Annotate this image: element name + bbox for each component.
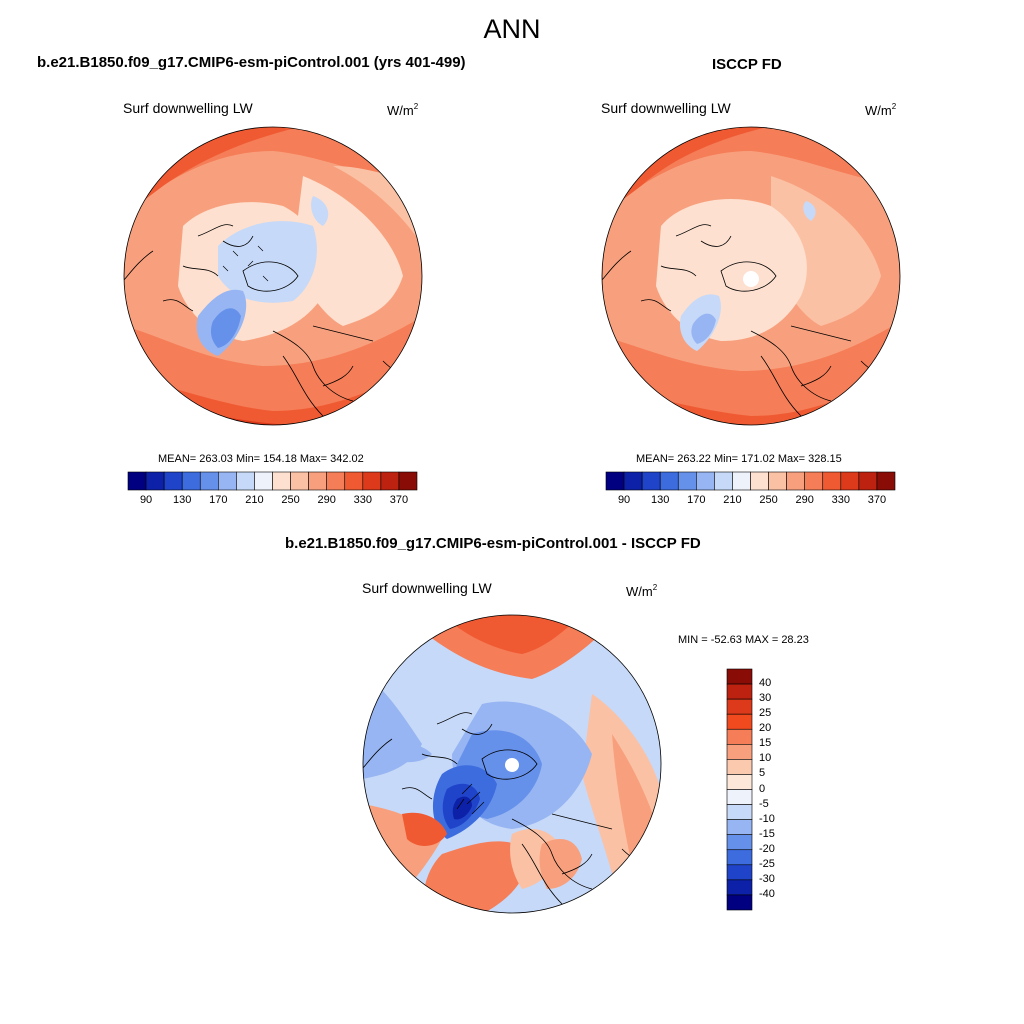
obs-colorbar [605,471,896,491]
colorbar-tick-label: 30 [759,692,772,705]
colorbar-tick-label: 15 [759,737,772,750]
colorbar-box [344,471,364,491]
colorbar-box [768,471,787,491]
colorbar-box [726,668,753,685]
colorbar-box [726,789,753,805]
colorbar-tick-label: 250 [759,494,778,506]
diff-variable-label: Surf downwelling LW [362,580,492,596]
colorbar-box [163,471,183,491]
model-case-title: b.e21.B1850.f09_g17.CMIP6-esm-piControl.… [37,54,466,71]
colorbar-box [726,713,753,730]
model-stats: MEAN= 263.03 Min= 154.18 Max= 342.02 [158,453,364,465]
colorbar-box [750,471,769,491]
colorbar-box [199,471,219,491]
colorbar-box [659,471,679,491]
colorbar-box [726,744,753,760]
colorbar-tick-label: 90 [139,494,153,506]
colorbar-box [236,471,255,491]
obs-polar-map [601,126,901,426]
colorbar-tick-label: -10 [759,812,775,825]
colorbar-box [127,471,147,491]
diff-stats: MIN = -52.63 MAX = 28.23 [678,634,809,646]
colorbar-box [822,471,842,491]
obs-case-title: ISCCP FD [712,56,782,73]
colorbar-tick-label: 20 [759,722,772,735]
diff-colorbar [726,668,753,911]
colorbar-tick-label: -15 [759,827,775,840]
colorbar-tick-label: -20 [759,842,775,855]
colorbar-tick-label: 90 [617,494,631,506]
colorbar-box [786,471,805,491]
colorbar-box [876,471,896,491]
colorbar-box [605,471,625,491]
colorbar-tick-label: 170 [209,494,228,506]
colorbar-tick-label: 370 [867,494,887,506]
colorbar-tick-label: 40 [759,677,772,690]
colorbar-box [726,849,753,866]
colorbar-tick-label: 5 [759,767,766,780]
colorbar-box [726,819,753,835]
colorbar-box [290,471,309,491]
colorbar-box [840,471,860,491]
obs-variable-label: Surf downwelling LW [601,100,731,116]
colorbar-box [726,759,753,775]
diff-polar-map [362,614,662,914]
model-units-label: W/m2 [387,102,419,118]
colorbar-box [804,471,824,491]
colorbar-box [726,683,753,700]
colorbar-box [272,471,291,491]
colorbar-box [858,471,878,491]
colorbar-tick-label: -25 [759,857,775,870]
colorbar-tick-label: 250 [281,494,300,506]
colorbar-box [726,774,753,790]
colorbar-tick-label: 210 [723,494,742,506]
colorbar-tick-label: 25 [759,707,772,720]
colorbar-box [398,471,418,491]
colorbar-tick-label: -5 [759,797,769,810]
colorbar-box [623,471,643,491]
colorbar-box [677,471,697,491]
colorbar-box [181,471,201,491]
colorbar-box [218,471,237,491]
colorbar-tick-label: 370 [389,494,409,506]
colorbar-box [696,471,715,491]
colorbar-tick-label: -30 [759,872,775,885]
colorbar-tick-label: 330 [353,494,372,506]
model-polar-map [123,126,423,426]
colorbar-box [641,471,661,491]
colorbar-box [308,471,327,491]
colorbar-box [726,879,753,896]
colorbar-tick-label: 0 [759,782,766,795]
colorbar-tick-label: 210 [245,494,264,506]
figure-title: ANN [483,14,541,44]
colorbar-box [714,471,733,491]
colorbar-box [726,698,753,715]
colorbar-tick-label: 10 [759,752,772,765]
colorbar-box [726,864,753,881]
colorbar-box [326,471,346,491]
diff-case-title: b.e21.B1850.f09_g17.CMIP6-esm-piControl.… [285,535,701,552]
colorbar-box [726,834,753,851]
diff-units-label: W/m2 [626,583,658,599]
colorbar-tick-label: -40 [759,887,775,900]
colorbar-box [145,471,165,491]
colorbar-tick-label: 330 [831,494,850,506]
model-colorbar [127,471,418,491]
colorbar-tick-label: 290 [317,494,336,506]
colorbar-tick-label: 290 [795,494,814,506]
colorbar-box [726,804,753,820]
colorbar-box [254,471,273,491]
colorbar-box [726,894,753,911]
colorbar-tick-label: 170 [687,494,706,506]
model-variable-label: Surf downwelling LW [123,100,253,116]
obs-stats: MEAN= 263.22 Min= 171.02 Max= 328.15 [636,453,842,465]
colorbar-box [732,471,751,491]
colorbar-tick-label: 130 [173,494,192,506]
obs-units-label: W/m2 [865,102,897,118]
colorbar-box [380,471,400,491]
colorbar-tick-label: 130 [651,494,670,506]
colorbar-box [362,471,382,491]
colorbar-box [726,728,753,745]
